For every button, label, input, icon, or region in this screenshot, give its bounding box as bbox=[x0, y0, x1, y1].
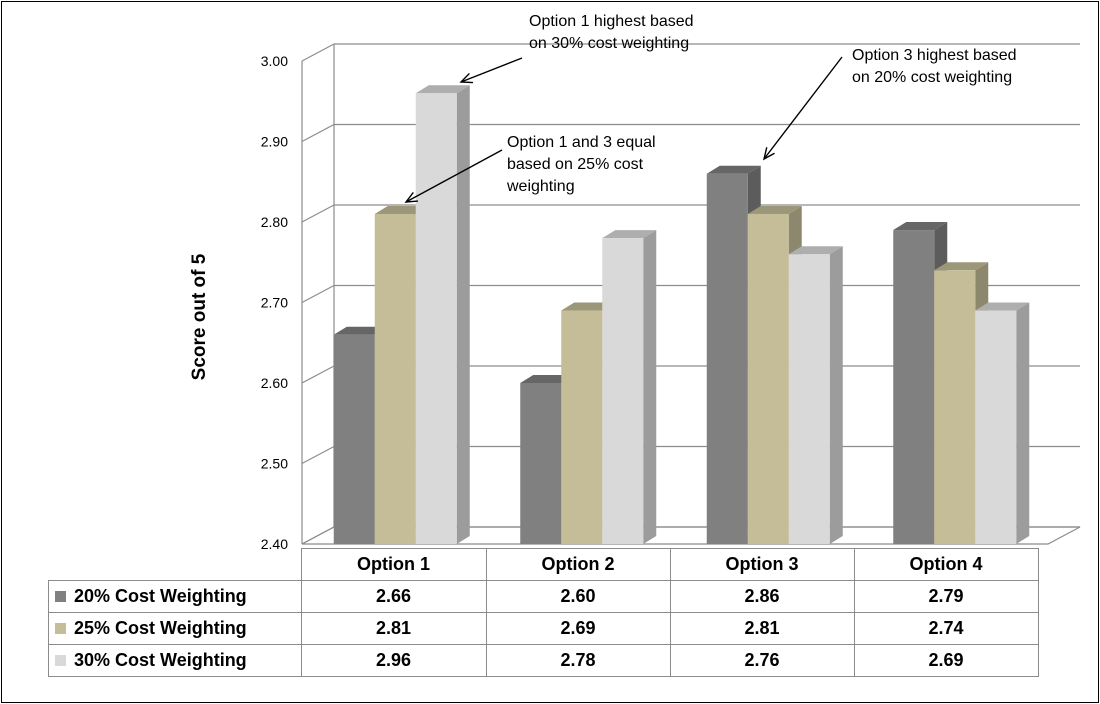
bar-top bbox=[934, 262, 989, 271]
y-axis-label: Score out of 5 bbox=[189, 253, 210, 381]
table-corner bbox=[49, 549, 302, 581]
bar-top bbox=[788, 246, 843, 255]
y-tick-label: 3.00 bbox=[261, 53, 288, 69]
bar-side bbox=[456, 85, 470, 544]
table-cell: 2.69 bbox=[485, 612, 671, 645]
column-header-option-1: Option 1 bbox=[300, 548, 487, 581]
y-tick-label: 2.60 bbox=[261, 375, 288, 391]
annotation-option3-20: Option 3 highest based on 20% cost weigh… bbox=[852, 45, 1017, 89]
bar-side bbox=[1016, 302, 1030, 544]
table-cell: 2.66 bbox=[300, 580, 487, 613]
table-cell: 2.74 bbox=[853, 612, 1039, 645]
bar bbox=[520, 383, 562, 544]
annotation-arrowhead bbox=[762, 147, 775, 161]
annotation-arrow bbox=[763, 56, 843, 160]
bar-top bbox=[602, 230, 657, 239]
table-cell: 2.69 bbox=[853, 644, 1039, 677]
bar-top bbox=[706, 165, 761, 174]
table-row: 25% Cost Weighting 2.81 2.69 2.81 2.74 bbox=[48, 612, 1039, 645]
side-gridline bbox=[301, 445, 335, 465]
y-tick-label: 2.80 bbox=[261, 214, 288, 230]
bar bbox=[934, 270, 976, 544]
table-cell: 2.86 bbox=[669, 580, 855, 613]
y-tick-label: 2.70 bbox=[261, 295, 288, 311]
annotation-arrow bbox=[405, 149, 503, 203]
legend-entry-25: 25% Cost Weighting bbox=[48, 612, 302, 645]
legend-swatch bbox=[55, 623, 66, 634]
side-gridline bbox=[301, 204, 335, 223]
bar bbox=[374, 213, 416, 544]
annotation-option1-3-equal: Option 1 and 3 equal based on 25% cost w… bbox=[507, 132, 656, 198]
bar bbox=[893, 230, 935, 545]
table-cell: 2.60 bbox=[485, 580, 671, 613]
table-cell: 2.81 bbox=[669, 612, 855, 645]
annotation-line: on 30% cost weighting bbox=[529, 35, 690, 52]
legend-label: 20% Cost Weighting bbox=[74, 586, 247, 606]
column-header-option-3: Option 3 bbox=[669, 548, 855, 581]
table-cell: 2.96 bbox=[300, 644, 487, 677]
annotation-option1-30: Option 1 highest based on 30% cost weigh… bbox=[529, 11, 694, 55]
table-header-row: Option 1 Option 2 Option 3 Option 4 bbox=[49, 548, 1039, 581]
bar bbox=[706, 173, 748, 544]
bar-top bbox=[374, 205, 429, 214]
legend-entry-20: 20% Cost Weighting bbox=[48, 580, 302, 613]
annotation-arrowhead bbox=[459, 72, 474, 84]
legend-label: 25% Cost Weighting bbox=[74, 618, 247, 638]
column-header-option-2: Option 2 bbox=[485, 548, 671, 581]
annotation-arrow bbox=[460, 57, 523, 83]
annotation-line: on 20% cost weighting bbox=[852, 69, 1013, 86]
bar bbox=[561, 310, 603, 544]
legend-swatch bbox=[55, 655, 66, 666]
bar-side bbox=[643, 230, 657, 544]
side-gridline bbox=[301, 365, 335, 384]
table-row: 20% Cost Weighting 2.66 2.60 2.86 2.79 bbox=[48, 580, 1039, 613]
annotation-line: weighting bbox=[507, 178, 575, 195]
side-gridline bbox=[301, 43, 335, 62]
legend-label: 30% Cost Weighting bbox=[74, 650, 247, 670]
bar bbox=[333, 334, 375, 544]
bar bbox=[975, 310, 1017, 544]
annotation-arrowhead bbox=[404, 192, 419, 203]
bar bbox=[747, 213, 789, 544]
table-cell: 2.81 bbox=[300, 612, 487, 645]
annotation-line: Option 1 and 3 equal bbox=[507, 134, 656, 151]
bar bbox=[788, 254, 830, 544]
annotation-line: based on 25% cost bbox=[507, 156, 644, 173]
table-cell: 2.79 bbox=[853, 580, 1039, 613]
bar-top bbox=[415, 85, 470, 94]
bar-top bbox=[747, 205, 802, 214]
y-tick-label: 2.40 bbox=[261, 536, 288, 552]
legend-entry-30: 30% Cost Weighting bbox=[48, 644, 302, 677]
bar bbox=[415, 93, 457, 544]
bar bbox=[602, 238, 644, 544]
bar-top bbox=[333, 326, 388, 335]
table-cell: 2.76 bbox=[669, 644, 855, 677]
side-gridline bbox=[301, 123, 335, 143]
bar-top bbox=[561, 302, 616, 311]
bar-side bbox=[829, 246, 843, 544]
annotation-line: Option 3 highest based bbox=[852, 47, 1017, 64]
bar-top bbox=[520, 375, 575, 383]
y-tick-label: 2.90 bbox=[261, 134, 288, 150]
data-table: Option 1 Option 2 Option 3 Option 4 20% … bbox=[48, 548, 1039, 677]
bar-top bbox=[975, 302, 1030, 311]
legend-swatch bbox=[55, 591, 66, 602]
column-header-option-4: Option 4 bbox=[853, 548, 1039, 581]
side-gridline bbox=[301, 284, 335, 304]
table-row: 30% Cost Weighting 2.96 2.78 2.76 2.69 bbox=[48, 644, 1039, 677]
bar-top bbox=[893, 222, 948, 231]
table-cell: 2.78 bbox=[485, 644, 671, 677]
annotation-line: Option 1 highest based bbox=[529, 13, 694, 30]
y-tick-label: 2.50 bbox=[261, 456, 288, 472]
